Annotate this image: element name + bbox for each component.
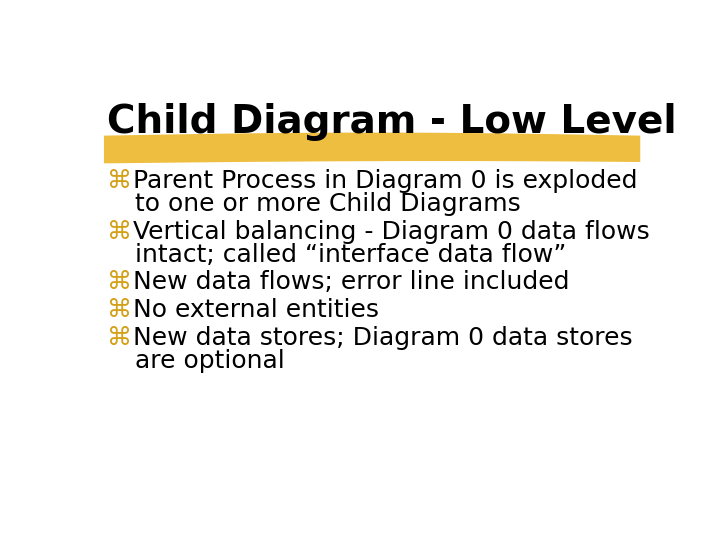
Text: Child Diagram - Low Level: Child Diagram - Low Level	[107, 103, 677, 141]
Text: to one or more Child Diagrams: to one or more Child Diagrams	[135, 192, 521, 216]
Text: ⌘: ⌘	[107, 271, 132, 294]
Text: ⌘: ⌘	[107, 298, 132, 322]
Text: are optional: are optional	[135, 349, 284, 373]
Text: ⌘: ⌘	[107, 326, 132, 350]
Text: ⌘: ⌘	[107, 220, 132, 244]
Text: New data flows; error line included: New data flows; error line included	[132, 271, 569, 294]
Text: ⌘: ⌘	[107, 168, 132, 193]
Polygon shape	[104, 132, 640, 164]
Text: Vertical balancing - Diagram 0 data flows: Vertical balancing - Diagram 0 data flow…	[132, 220, 649, 244]
Text: No external entities: No external entities	[132, 298, 379, 322]
Text: Parent Process in Diagram 0 is exploded: Parent Process in Diagram 0 is exploded	[132, 168, 637, 193]
Text: intact; called “interface data flow”: intact; called “interface data flow”	[135, 242, 567, 267]
Text: New data stores; Diagram 0 data stores: New data stores; Diagram 0 data stores	[132, 326, 632, 350]
